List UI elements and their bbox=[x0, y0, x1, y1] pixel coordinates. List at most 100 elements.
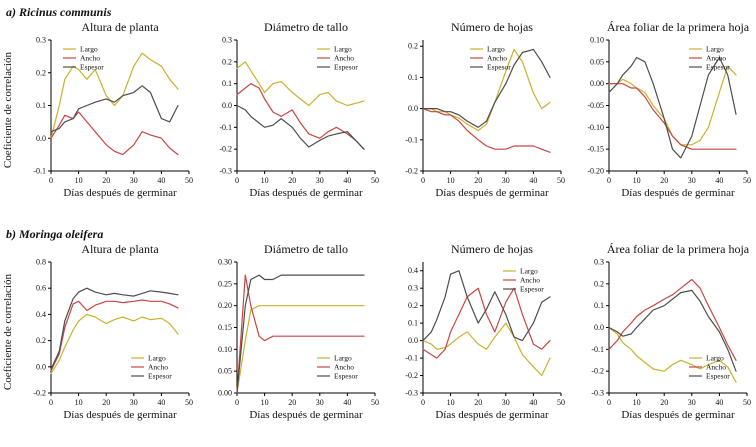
chart-diametro-moringa: Diámetro de tallo 0.30 0.25 0.20 0.15 0.10 0.… bbox=[202, 242, 384, 423]
svg-text:50: 50 bbox=[185, 398, 193, 407]
svg-text:20: 20 bbox=[288, 398, 296, 407]
row-moringa: b) Moringa oleifera Coeficiente de corre… bbox=[0, 222, 756, 444]
svg-text:Espesor: Espesor bbox=[334, 372, 358, 381]
svg-text:0: 0 bbox=[421, 398, 425, 407]
svg-text:20: 20 bbox=[660, 398, 668, 407]
row-label-moringa: b) Moringa oleifera bbox=[6, 227, 104, 241]
chart-area-foliar-moringa: Área foliar de la primera hoja 0.3 0.2 0.1… bbox=[574, 242, 756, 423]
svg-text:Espesor: Espesor bbox=[148, 372, 172, 381]
svg-text:0.30: 0.30 bbox=[218, 258, 232, 267]
svg-text:Ancho: Ancho bbox=[80, 54, 100, 63]
svg-text:0.3: 0.3 bbox=[36, 36, 46, 45]
svg-text:0.1: 0.1 bbox=[408, 73, 418, 82]
svg-text:50: 50 bbox=[743, 176, 751, 185]
svg-text:50: 50 bbox=[371, 398, 379, 407]
svg-text:Ancho: Ancho bbox=[520, 276, 540, 285]
svg-text:0.0: 0.0 bbox=[594, 323, 604, 332]
svg-text:20: 20 bbox=[288, 176, 296, 185]
x-axis-label: Días después de germinar bbox=[435, 187, 549, 199]
svg-text:0: 0 bbox=[49, 398, 53, 407]
chart-canvas: 0.3 0.2 0.1 0.0 -0.10 10 20 30 40 50 LargoAnchoEsp… bbox=[33, 36, 193, 186]
svg-text:0.10: 0.10 bbox=[218, 345, 232, 354]
svg-text:0.0: 0.0 bbox=[36, 134, 46, 143]
svg-text:30: 30 bbox=[316, 176, 324, 185]
svg-text:50: 50 bbox=[743, 398, 751, 407]
x-axis-label: Días después de germinar bbox=[621, 187, 735, 199]
svg-text:0.10: 0.10 bbox=[590, 36, 604, 45]
x-axis-label: Días después de germinar bbox=[249, 187, 363, 199]
svg-text:50: 50 bbox=[185, 176, 193, 185]
svg-text:-0.3: -0.3 bbox=[219, 167, 232, 176]
svg-text:40: 40 bbox=[343, 176, 351, 185]
svg-text:0.4: 0.4 bbox=[36, 310, 46, 319]
x-axis-label: Días después de germinar bbox=[249, 409, 363, 421]
x-axis-label: Días después de germinar bbox=[435, 409, 549, 421]
svg-text:0.05: 0.05 bbox=[590, 57, 604, 66]
svg-text:10: 10 bbox=[75, 398, 83, 407]
svg-text:50: 50 bbox=[371, 176, 379, 185]
svg-text:30: 30 bbox=[502, 398, 510, 407]
svg-text:Espesor: Espesor bbox=[706, 372, 730, 381]
chart-title: Altura de planta bbox=[81, 242, 159, 256]
svg-text:0.3: 0.3 bbox=[594, 258, 604, 267]
chart-title: Número de hojas bbox=[451, 20, 533, 34]
svg-text:30: 30 bbox=[130, 176, 138, 185]
svg-text:30: 30 bbox=[130, 398, 138, 407]
chart-title: Altura de planta bbox=[81, 20, 159, 34]
x-axis-label: Días después de germinar bbox=[63, 187, 177, 199]
svg-text:0.25: 0.25 bbox=[218, 279, 232, 288]
svg-text:40: 40 bbox=[157, 398, 165, 407]
svg-text:0.2: 0.2 bbox=[222, 57, 232, 66]
chart-canvas: 0.10 0.05 0.00 -0.05 -0.10 -0.15 -0.200 10 20 30 4… bbox=[587, 36, 751, 186]
svg-text:20: 20 bbox=[474, 176, 482, 185]
svg-text:-0.15: -0.15 bbox=[587, 145, 604, 154]
chart-hojas-ricinus: Número de hojas 0.2 0.1 0.0 -0.1 -0.2 0 10 20 30… bbox=[388, 20, 570, 201]
svg-text:0.4: 0.4 bbox=[408, 266, 418, 275]
svg-text:Espesor: Espesor bbox=[80, 63, 104, 72]
svg-text:0: 0 bbox=[235, 398, 239, 407]
svg-text:Espesor: Espesor bbox=[334, 63, 358, 72]
chart-canvas: 0.3 0.2 0.1 0.0 -0.1 -0.2 -0.30 10 20 30 40 50 Largo… bbox=[219, 36, 379, 186]
svg-text:20: 20 bbox=[660, 176, 668, 185]
svg-text:0: 0 bbox=[235, 176, 239, 185]
chart-altura-moringa: Altura de planta 0.8 0.6 0.4 0.2 0.0 -0.2 0 10 2… bbox=[16, 242, 198, 423]
svg-text:0.0: 0.0 bbox=[408, 336, 418, 345]
y-axis-label-row-b: Coeficiente de correlación bbox=[0, 242, 16, 423]
svg-text:-0.1: -0.1 bbox=[33, 167, 46, 176]
svg-text:40: 40 bbox=[529, 398, 537, 407]
x-axis-label: Días después de germinar bbox=[621, 409, 735, 421]
svg-text:Largo: Largo bbox=[334, 354, 352, 363]
svg-text:30: 30 bbox=[688, 398, 696, 407]
svg-text:50: 50 bbox=[557, 176, 565, 185]
svg-text:0.15: 0.15 bbox=[218, 323, 232, 332]
svg-text:0.3: 0.3 bbox=[222, 36, 232, 45]
svg-text:-0.2: -0.2 bbox=[405, 371, 418, 380]
svg-text:30: 30 bbox=[316, 398, 324, 407]
svg-text:0.6: 0.6 bbox=[36, 284, 46, 293]
svg-text:-0.3: -0.3 bbox=[591, 389, 604, 398]
svg-text:10: 10 bbox=[447, 398, 455, 407]
svg-text:10: 10 bbox=[633, 398, 641, 407]
svg-text:-0.20: -0.20 bbox=[587, 167, 604, 176]
x-axis-label: Días después de germinar bbox=[63, 409, 177, 421]
svg-text:-0.3: -0.3 bbox=[405, 389, 418, 398]
row-ricinus: a) Ricinus communis Coeficiente de corre… bbox=[0, 0, 756, 222]
svg-text:Ancho: Ancho bbox=[148, 363, 168, 372]
svg-text:-0.1: -0.1 bbox=[219, 123, 232, 132]
svg-text:Ancho: Ancho bbox=[487, 54, 507, 63]
chart-title: Diámetro de tallo bbox=[264, 242, 348, 256]
chart-canvas: 0.3 0.2 0.1 0.0 -0.1 -0.2 -0.30 10 20 30 40 50 Largo… bbox=[591, 258, 751, 408]
svg-text:10: 10 bbox=[75, 176, 83, 185]
y-axis-label-row-a: Coeficiente de correlación bbox=[0, 20, 16, 201]
svg-text:0.00: 0.00 bbox=[218, 389, 232, 398]
svg-text:40: 40 bbox=[529, 176, 537, 185]
svg-text:0: 0 bbox=[49, 176, 53, 185]
svg-text:0.0: 0.0 bbox=[36, 362, 46, 371]
chart-canvas: 0.30 0.25 0.20 0.15 0.10 0.05 0.000 10 20 30 40 50 L… bbox=[218, 258, 379, 408]
svg-text:-0.2: -0.2 bbox=[33, 389, 46, 398]
row-label-ricinus: a) Ricinus communis bbox=[6, 5, 112, 19]
chart-title: Número de hojas bbox=[451, 242, 533, 256]
chart-title: Diámetro de tallo bbox=[264, 20, 348, 34]
svg-text:-0.1: -0.1 bbox=[591, 345, 604, 354]
